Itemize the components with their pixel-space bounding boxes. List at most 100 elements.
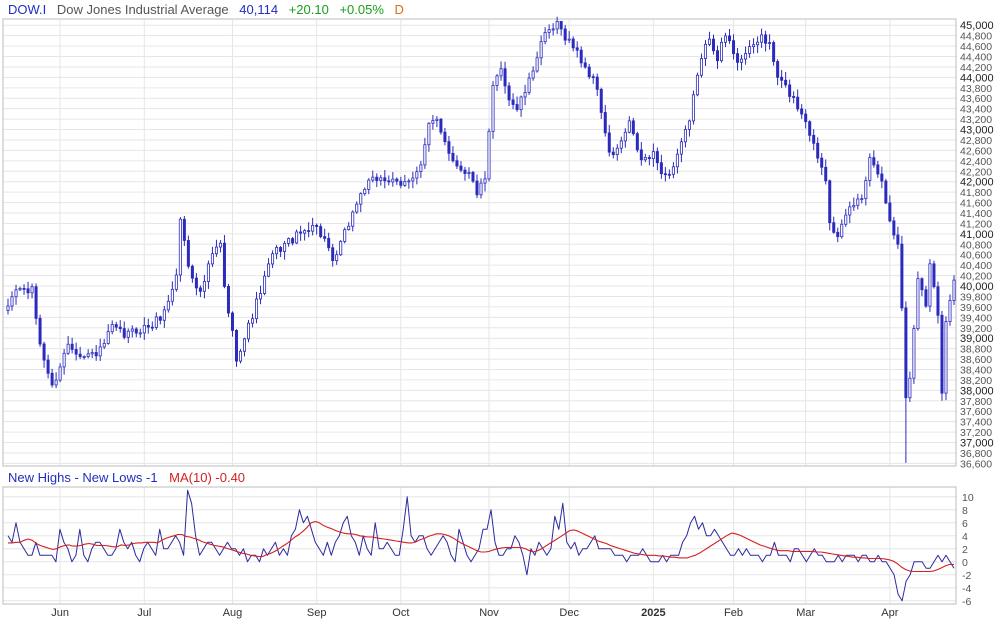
candle-body-up: [519, 96, 523, 111]
candle: [10, 291, 14, 311]
candle: [443, 127, 447, 146]
candle: [391, 172, 395, 187]
candle-body-up: [238, 350, 242, 362]
candle-body-up: [255, 298, 259, 320]
candle: [924, 285, 928, 308]
candle-body-down: [655, 151, 659, 164]
candle: [788, 79, 792, 103]
candle: [283, 240, 287, 260]
candle: [190, 264, 194, 283]
candle: [583, 57, 587, 69]
candle: [756, 36, 760, 54]
candle-body-up: [18, 287, 22, 291]
candle-body-down: [511, 99, 515, 105]
candle: [912, 325, 916, 384]
candle-body-up: [82, 356, 86, 358]
candle: [776, 59, 780, 86]
candle: [579, 46, 583, 68]
candle-body-down: [639, 149, 643, 161]
candle: [351, 210, 355, 232]
candle: [174, 268, 178, 292]
index-name-label: Dow Jones Industrial Average: [57, 2, 229, 17]
candle-body-down: [808, 121, 812, 136]
candle-body-up: [720, 41, 724, 62]
candle: [643, 153, 647, 163]
candle: [66, 336, 70, 355]
month-tick-label: Nov: [479, 607, 499, 619]
price-tick-label: 42,400: [960, 156, 992, 168]
candle-body-down: [820, 157, 824, 168]
candle: [146, 318, 150, 334]
candle-body-up: [724, 35, 728, 43]
candle-body-down: [591, 76, 595, 79]
candle: [447, 135, 451, 161]
candle: [222, 235, 226, 289]
candle-body-up: [860, 198, 864, 201]
candle: [230, 311, 234, 337]
candle-body-down: [186, 240, 190, 267]
candle: [928, 259, 932, 312]
candle: [335, 250, 339, 265]
candle: [936, 281, 940, 324]
candle-body-up: [840, 223, 844, 238]
indicator-tick-label: 4: [962, 531, 968, 543]
candle-body-up: [367, 179, 371, 190]
price-tick-label: 42,000: [960, 177, 994, 189]
candle-body-down: [812, 134, 816, 144]
candle-body-up: [527, 77, 531, 93]
candle-body-up: [523, 91, 527, 98]
candle-body-down: [892, 220, 896, 236]
price-tick-label: 39,600: [960, 302, 992, 314]
candle-body-up: [551, 28, 555, 31]
candle-body-down: [780, 76, 784, 81]
candle: [118, 320, 122, 333]
candle: [932, 260, 936, 289]
candle: [599, 87, 603, 119]
change-label: +20.10: [289, 2, 329, 17]
candle-body-down: [904, 307, 908, 399]
candle-body-down: [936, 286, 940, 316]
candle: [347, 222, 351, 231]
candle-body-down: [635, 133, 639, 151]
candle-body-down: [34, 286, 38, 319]
price-axis-labels: 36,60036,80037,00037,20037,40037,60037,8…: [960, 20, 994, 470]
candle-body-up: [363, 188, 367, 195]
candle: [740, 54, 744, 71]
candle-body-up: [359, 193, 363, 205]
candle: [238, 349, 242, 364]
candle-body-up: [848, 206, 852, 216]
candle-body-up: [335, 254, 339, 261]
candle: [247, 319, 251, 343]
candle: [707, 31, 711, 47]
candle: [491, 81, 495, 139]
candle-body-up: [651, 151, 655, 160]
candle-body-up: [142, 324, 146, 334]
candle: [796, 89, 800, 112]
candle-body-up: [487, 130, 491, 180]
indicator-tick-label: 2: [962, 544, 968, 556]
candle: [42, 341, 46, 368]
candle: [812, 129, 816, 151]
candle-body-up: [615, 147, 619, 156]
candle-body-up: [86, 353, 90, 357]
candle-body-up: [295, 231, 299, 244]
candle: [14, 284, 18, 305]
candle-body-up: [948, 300, 952, 322]
month-tick-label: Mar: [796, 607, 815, 619]
price-tick-label: 44,800: [960, 31, 992, 43]
candle: [46, 354, 50, 379]
candle: [567, 31, 571, 44]
candle-body-up: [531, 70, 535, 79]
candle-body-down: [764, 34, 768, 44]
indicator-tick-label: -2: [962, 570, 971, 582]
candle-body-up: [271, 253, 275, 265]
candle-body-up: [555, 21, 559, 30]
candle: [732, 34, 736, 60]
candle: [595, 73, 599, 97]
candle: [315, 223, 319, 235]
candle-body-down: [279, 247, 283, 252]
candle-body-down: [796, 96, 800, 110]
price-tick-label: 41,800: [960, 187, 992, 199]
candle: [323, 228, 327, 242]
candle-body-down: [190, 265, 194, 279]
